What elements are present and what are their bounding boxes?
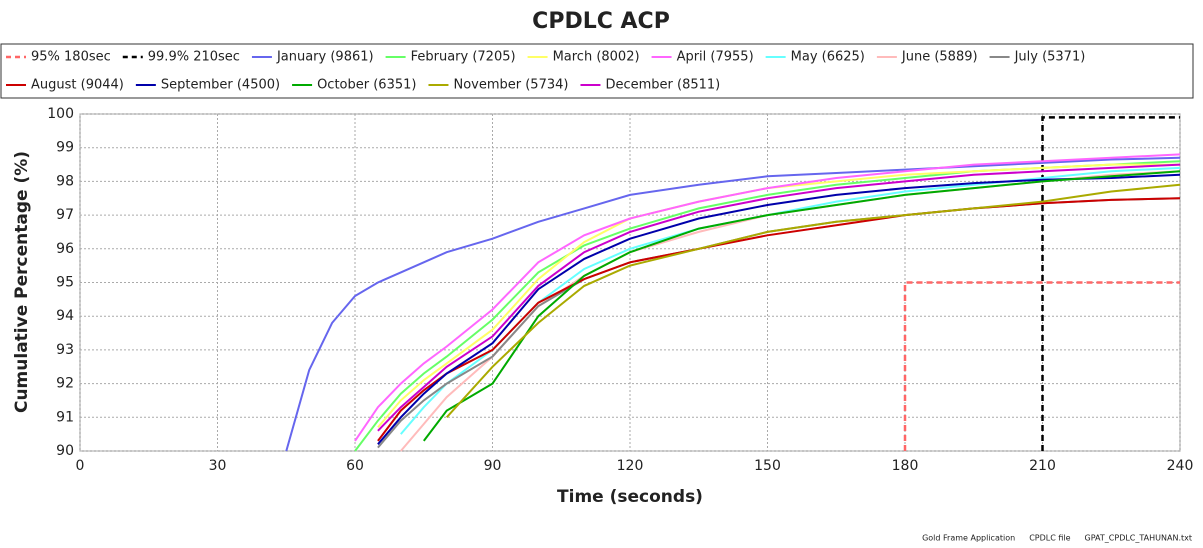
y-axis-title: Cumulative Percentage (%) [12, 151, 32, 413]
y-tick-label: 99 [56, 140, 74, 156]
legend-label: March (8002) [553, 50, 640, 65]
legend-label: January (9861) [276, 50, 374, 65]
legend-box [0, 43, 1194, 99]
series-line [354, 153, 1181, 442]
legend-label: 99.9% 210sec [148, 50, 240, 65]
series-line [377, 163, 1181, 432]
x-tick-label: 240 [1167, 458, 1194, 474]
legend-label: June (5889) [901, 50, 978, 65]
footer-text: CPDLC file [1029, 534, 1070, 543]
series-line [377, 173, 1181, 445]
y-tick-label: 92 [56, 376, 74, 392]
series-line [423, 170, 1181, 442]
series-line [1041, 116, 1180, 451]
legend-label: February (7205) [411, 50, 516, 65]
footer-text: GPAT_CPDLC_TAHUNAN.txt [1085, 534, 1192, 543]
legend-label: July (5371) [1014, 50, 1086, 65]
y-tick-label: 98 [56, 173, 74, 189]
legend-label: December (8511) [605, 78, 720, 93]
x-tick-label: 150 [754, 458, 781, 474]
y-tick-label: 94 [56, 308, 74, 324]
y-tick-label: 100 [47, 106, 74, 122]
x-axis-title: Time (seconds) [557, 487, 703, 507]
y-tick-label: 96 [56, 241, 74, 257]
footer-text: Gold Frame Application [922, 534, 1015, 543]
x-tick-label: 0 [76, 458, 85, 474]
series-line [903, 281, 1180, 451]
legend-label: November (5734) [453, 78, 568, 93]
legend-label: April (7955) [677, 50, 754, 65]
legend-label: August (9044) [31, 78, 124, 93]
legend-label: September (4500) [161, 78, 280, 93]
x-tick-label: 210 [1029, 458, 1056, 474]
legend-label: 95% 180sec [31, 50, 111, 65]
y-tick-label: 90 [56, 443, 74, 459]
x-tick-label: 180 [892, 458, 919, 474]
y-tick-label: 97 [56, 207, 74, 223]
y-tick-label: 95 [56, 275, 74, 291]
legend-label: May (6625) [791, 50, 865, 65]
x-tick-label: 60 [346, 458, 364, 474]
x-tick-label: 90 [484, 458, 502, 474]
y-tick-label: 91 [56, 409, 74, 425]
plot-lines [285, 116, 1181, 452]
series-line [445, 183, 1181, 418]
y-tick-label: 93 [56, 342, 74, 358]
x-tick-label: 30 [209, 458, 227, 474]
x-tick-label: 120 [617, 458, 644, 474]
series-line [285, 156, 1181, 452]
legend-label: October (6351) [317, 78, 416, 93]
chart-title: CPDLC ACP [532, 9, 670, 34]
